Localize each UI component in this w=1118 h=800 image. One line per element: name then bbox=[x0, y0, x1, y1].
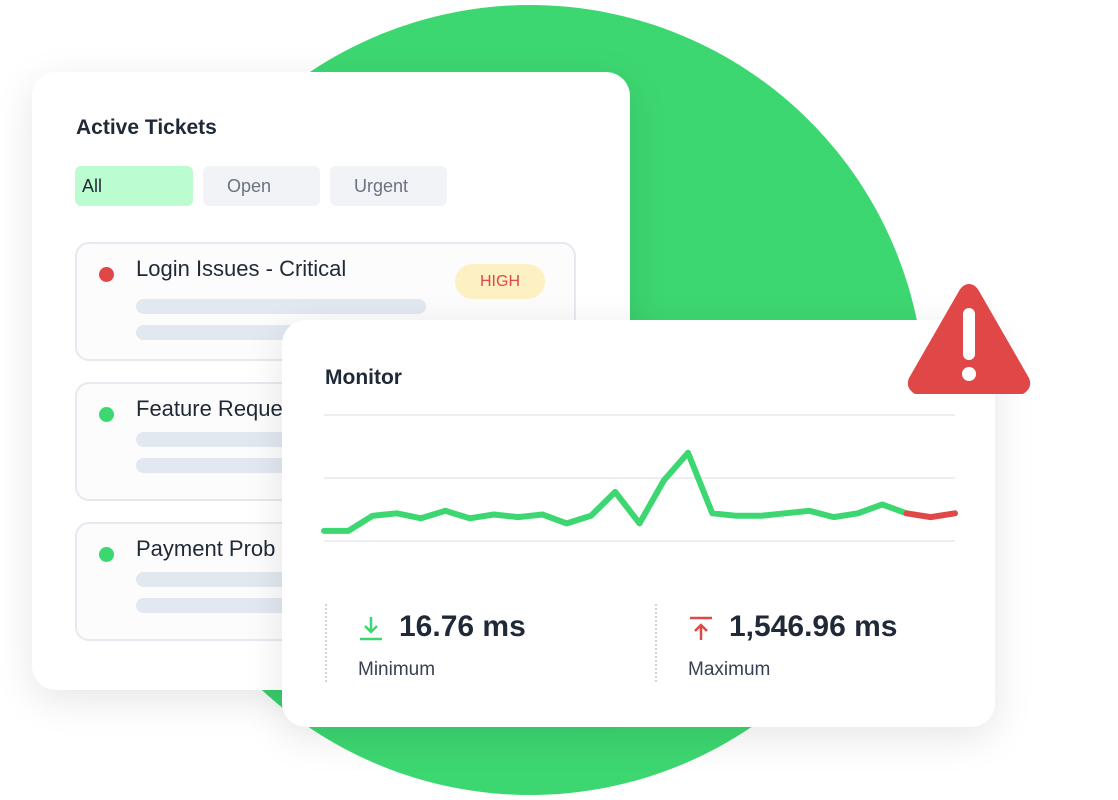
minimum-stat: 16.76 ms Minimum bbox=[325, 604, 526, 682]
filter-urgent[interactable]: Urgent bbox=[330, 166, 447, 206]
arrow-up-from-line-icon bbox=[690, 616, 712, 640]
series-line-0 bbox=[321, 449, 910, 534]
monitor-chart bbox=[321, 414, 958, 542]
monitor-title: Monitor bbox=[325, 366, 402, 389]
maximum-stat: 1,546.96 ms Maximum bbox=[655, 604, 897, 682]
minimum-label: Minimum bbox=[358, 659, 436, 680]
ticket-name: Login Issues - Critical bbox=[136, 256, 347, 281]
status-dot bbox=[99, 407, 114, 422]
series-line-1 bbox=[903, 510, 958, 521]
maximum-value: 1,546.96 ms bbox=[729, 610, 898, 643]
tickets-title: Active Tickets bbox=[76, 116, 217, 139]
arrow-down-to-line-icon bbox=[360, 617, 382, 641]
filter-all[interactable]: All bbox=[75, 166, 193, 206]
placeholder-line bbox=[136, 299, 426, 314]
ticket-name: Feature Reque bbox=[136, 396, 283, 421]
priority-badge: HIGH bbox=[455, 264, 545, 299]
monitor-card: Monitor 16.76 ms Minimum 1,546.96 ms Max… bbox=[282, 320, 995, 727]
filter-tabs: All Open Urgent bbox=[75, 166, 447, 206]
minimum-value: 16.76 ms bbox=[399, 610, 526, 643]
maximum-label: Maximum bbox=[688, 659, 771, 680]
warning-triangle-icon bbox=[907, 284, 1031, 394]
status-dot bbox=[99, 547, 114, 562]
filter-open[interactable]: Open bbox=[203, 166, 320, 206]
status-dot bbox=[99, 267, 114, 282]
ticket-name: Payment Prob bbox=[136, 536, 276, 561]
